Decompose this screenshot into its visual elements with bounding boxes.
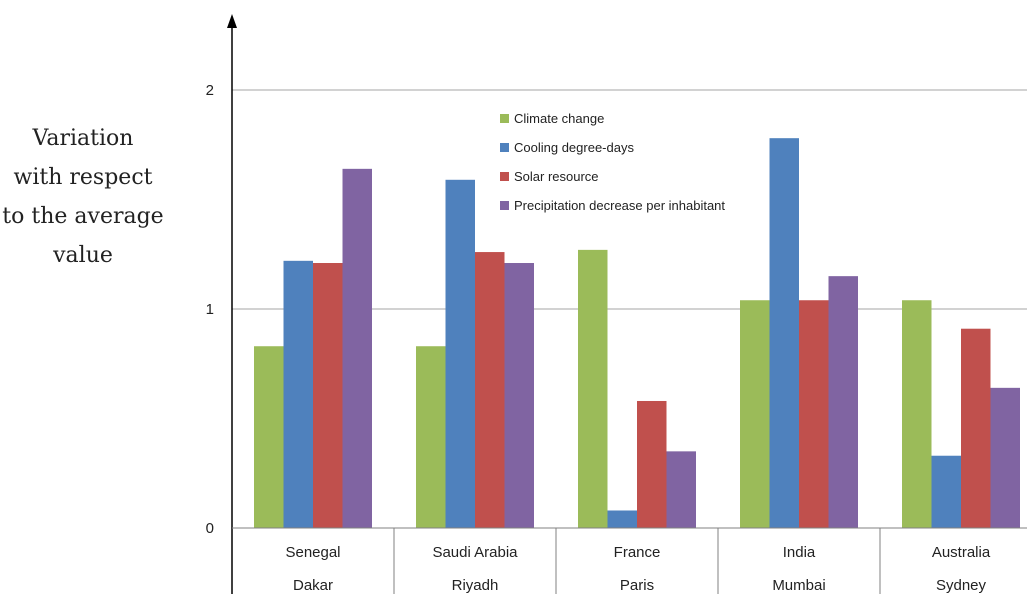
category-country-label: India (783, 544, 816, 561)
bar (504, 263, 534, 528)
legend-label: Solar resource (514, 169, 599, 184)
y-tick-label: 2 (206, 82, 214, 99)
y-axis-label-line: Variation (32, 126, 134, 151)
y-axis-label: Variation with respect to the average va… (2, 126, 163, 268)
bar (961, 328, 991, 528)
bar (902, 300, 932, 528)
bar (666, 451, 696, 528)
y-axis-arrow-icon (227, 14, 237, 28)
bar (475, 252, 505, 528)
axes (227, 14, 1027, 594)
category-country-label: Saudi Arabia (432, 544, 518, 561)
legend-label: Precipitation decrease per inhabitant (514, 198, 725, 213)
bar (342, 168, 372, 528)
bar (283, 260, 313, 528)
category-country-label: France (614, 544, 661, 561)
bar (769, 138, 799, 528)
bar (799, 300, 829, 528)
legend-swatch (500, 201, 509, 210)
bar (445, 179, 475, 529)
bar (931, 455, 961, 528)
category-country-label: Australia (932, 544, 991, 561)
category-city-label: Paris (620, 577, 654, 594)
bar (578, 249, 608, 528)
bar (990, 387, 1020, 528)
y-tick-labels: 0 1 2 (206, 82, 214, 537)
y-tick-label: 1 (206, 301, 214, 318)
category-country-label: Senegal (285, 544, 340, 561)
bar (740, 300, 770, 528)
legend-swatch (500, 114, 509, 123)
category-city-label: Riyadh (452, 577, 499, 594)
legend-swatch (500, 143, 509, 152)
y-axis-label-line: with respect (14, 165, 153, 190)
category-city-label: Mumbai (772, 577, 825, 594)
y-axis-label-line: to the average (2, 204, 163, 229)
category-city-label: Sydney (936, 577, 987, 594)
bar (637, 400, 667, 528)
bar (313, 263, 343, 528)
bar (607, 510, 637, 528)
y-tick-label: 0 (206, 520, 214, 537)
bars (254, 138, 1020, 529)
bar (828, 276, 858, 528)
legend: Climate change Cooling degree-days Solar r… (500, 111, 725, 213)
legend-label: Climate change (514, 111, 604, 126)
bar (254, 346, 284, 528)
y-axis-label-line: value (52, 243, 113, 268)
category-labels: Senegal Dakar Saudi Arabia Riyadh France Pari… (285, 528, 991, 594)
legend-swatch (500, 172, 509, 181)
legend-label: Cooling degree-days (514, 140, 634, 155)
bar (416, 346, 446, 528)
category-city-label: Dakar (293, 577, 333, 594)
